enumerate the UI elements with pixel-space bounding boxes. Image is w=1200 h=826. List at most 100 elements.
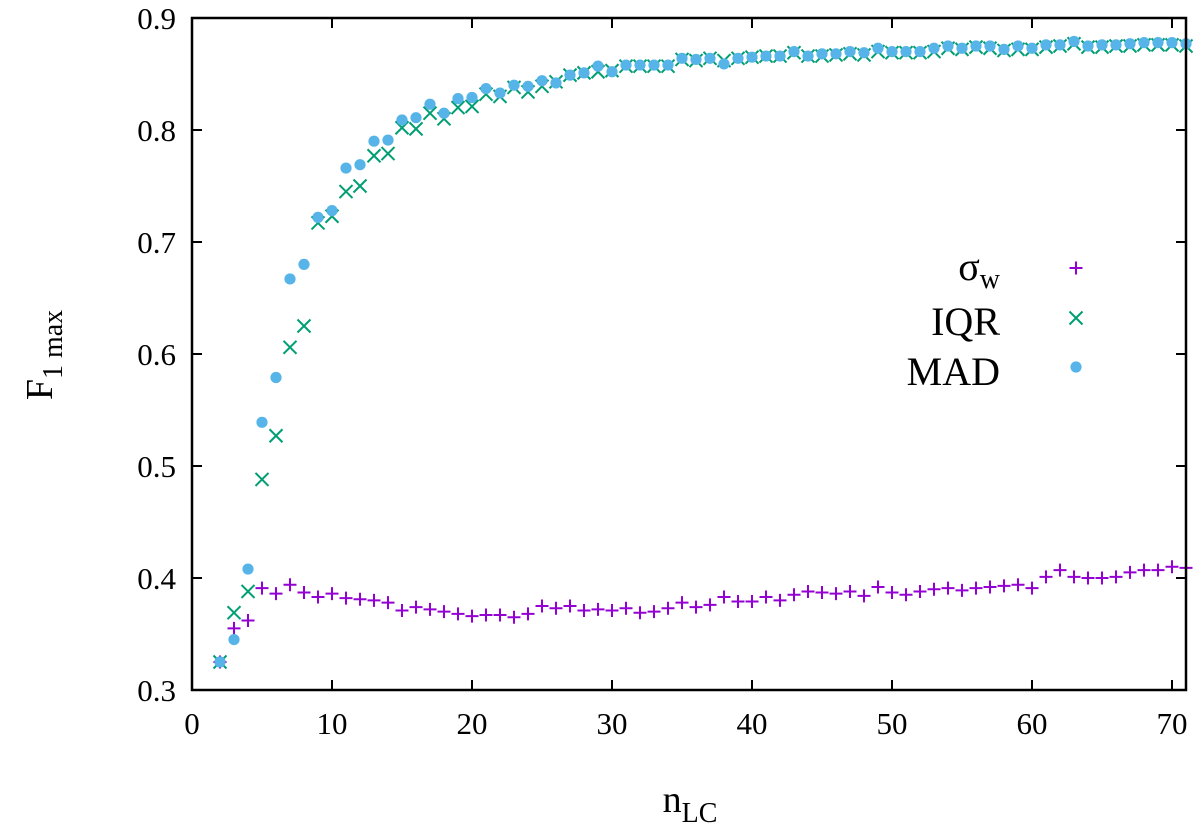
data-point-circle [998, 43, 1010, 55]
data-point-plus [255, 581, 269, 595]
data-point-circle [452, 93, 464, 105]
legend-label-mad: MAD [907, 349, 1000, 394]
data-point-plus [1123, 565, 1137, 579]
data-point-cross [352, 178, 368, 194]
data-point-cross [226, 605, 242, 620]
data-point-circle [872, 42, 884, 54]
data-point-circle [1012, 40, 1024, 52]
data-point-plus [843, 584, 857, 598]
data-point-cross [254, 472, 270, 487]
data-point-plus [1151, 563, 1165, 577]
data-point-circle [410, 112, 422, 124]
legend-marker-circle [1070, 361, 1082, 373]
legend-label-sigma-w: σw [958, 244, 1001, 295]
data-point-circle [424, 98, 436, 110]
data-point-plus [1067, 570, 1081, 584]
axes [190, 16, 1188, 692]
series--w [213, 560, 1193, 669]
y-tick-label: 0.5 [137, 449, 176, 484]
data-point-plus [717, 590, 731, 604]
data-point-plus [913, 584, 927, 598]
data-point-plus [773, 593, 787, 607]
data-point-plus [311, 590, 325, 604]
data-point-circle [354, 159, 366, 171]
data-point-circle [746, 51, 758, 63]
x-axis-label: nLC [663, 779, 718, 826]
data-point-plus [297, 586, 311, 600]
data-point-plus [451, 607, 465, 621]
data-point-plus [591, 602, 605, 616]
data-point-cross [422, 105, 438, 121]
data-point-cross [296, 318, 312, 334]
data-point-circle [494, 87, 506, 99]
data-point-plus [647, 605, 661, 619]
data-point-circle [1138, 37, 1150, 49]
data-point-circle [508, 79, 520, 91]
data-point-plus [633, 606, 647, 620]
data-point-plus [1165, 560, 1179, 574]
y-axis-label: F1 max [19, 310, 69, 400]
data-point-circle [676, 52, 688, 64]
data-point-plus [227, 621, 241, 635]
data-point-cross [464, 99, 480, 114]
data-point-circle [788, 46, 800, 58]
data-point-circle [564, 69, 576, 81]
data-point-circle [956, 42, 968, 54]
data-point-plus [535, 599, 549, 613]
y-tick-label: 0.7 [137, 225, 176, 260]
data-point-circle [858, 47, 870, 59]
y-axis-label-base: F [19, 379, 61, 400]
x-axis-label-sub: LC [682, 798, 718, 826]
data-point-plus [339, 591, 353, 605]
data-point-plus [493, 608, 507, 622]
data-point-circle [970, 40, 982, 52]
data-point-plus [1081, 571, 1095, 585]
data-point-circle [984, 40, 996, 52]
data-point-plus [703, 598, 717, 612]
data-point-circle [550, 77, 562, 89]
x-tick-label: 40 [737, 706, 768, 741]
y-tick-label: 0.9 [137, 1, 176, 36]
data-point-circle [228, 634, 240, 646]
data-point-plus [367, 593, 381, 607]
data-point-circle [802, 50, 814, 62]
data-point-plus [395, 603, 409, 617]
data-point-plus [269, 587, 283, 601]
data-point-circle [1068, 35, 1080, 48]
data-point-circle [270, 371, 282, 384]
data-point-plus [871, 580, 885, 594]
data-point-circle [732, 52, 744, 64]
data-point-circle [438, 107, 450, 119]
data-point-circle [886, 46, 898, 58]
data-point-plus [409, 600, 423, 614]
data-point-circle [1110, 39, 1122, 51]
data-point-plus [521, 607, 535, 621]
data-point-plus [955, 583, 969, 597]
data-point-circle [368, 135, 380, 147]
data-point-circle [214, 656, 226, 668]
data-point-plus [605, 603, 619, 617]
data-point-circle [1082, 40, 1094, 52]
data-point-circle [648, 59, 660, 71]
plot-frame [190, 16, 1188, 692]
data-point-plus [577, 603, 591, 617]
data-point-circle [900, 46, 912, 58]
data-point-circle [1054, 39, 1066, 51]
data-point-circle [284, 273, 296, 285]
x-tick-label: 20 [457, 706, 488, 741]
data-point-plus [745, 595, 759, 609]
data-point-circle [578, 67, 590, 79]
x-tick-label: 10 [317, 706, 348, 741]
data-point-cross [380, 146, 396, 161]
data-point-plus [1095, 571, 1109, 585]
y-tick-label: 0.8 [137, 113, 176, 148]
data-point-plus [479, 608, 493, 622]
data-point-circle [1096, 39, 1108, 51]
data-point-plus [689, 600, 703, 614]
data-point-circle [466, 91, 478, 104]
data-point-plus [815, 586, 829, 600]
data-point-circle [844, 46, 856, 58]
data-point-plus [983, 580, 997, 594]
x-tick-label: 50 [877, 706, 908, 741]
